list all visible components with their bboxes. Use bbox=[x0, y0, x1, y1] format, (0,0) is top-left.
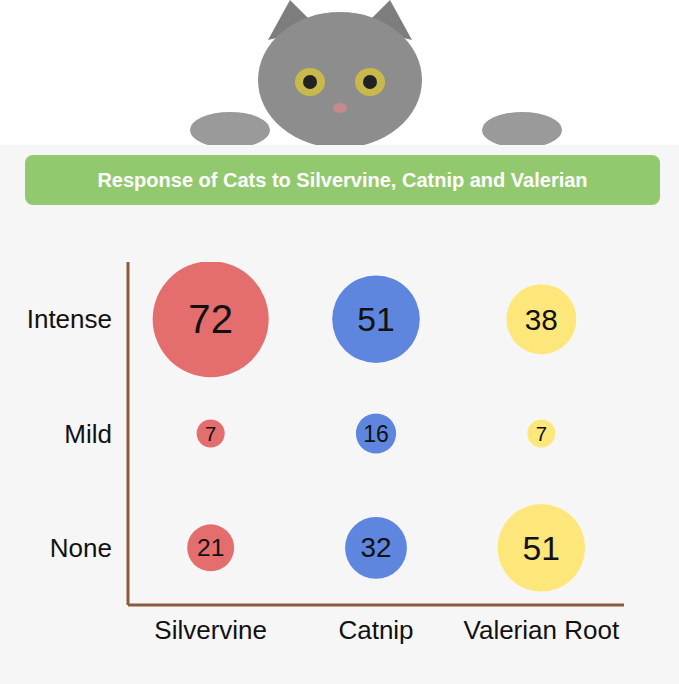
html-text:Response of Cats to Silvervine: Response of Cats to Silvervine, Catnip a… bbox=[97, 168, 588, 191]
svg-text:51: 51 bbox=[357, 300, 394, 338]
svg-text:32: 32 bbox=[360, 532, 391, 563]
svg-text:38: 38 bbox=[525, 303, 558, 336]
svg-text:51: 51 bbox=[523, 529, 560, 567]
svg-text:21: 21 bbox=[197, 534, 224, 561]
svg-text:7: 7 bbox=[205, 423, 216, 445]
svg-text:16: 16 bbox=[363, 421, 389, 447]
svg-text:Catnip: Catnip bbox=[338, 615, 413, 645]
svg-text:Mild: Mild bbox=[64, 419, 112, 449]
svg-text:7: 7 bbox=[536, 423, 547, 445]
svg-text:Intense: Intense bbox=[27, 304, 112, 334]
svg-text:Silvervine: Silvervine bbox=[154, 615, 267, 645]
svg-text:Valerian Root: Valerian Root bbox=[464, 615, 620, 645]
svg-text:None: None bbox=[50, 533, 112, 563]
svg-text:72: 72 bbox=[188, 297, 233, 341]
